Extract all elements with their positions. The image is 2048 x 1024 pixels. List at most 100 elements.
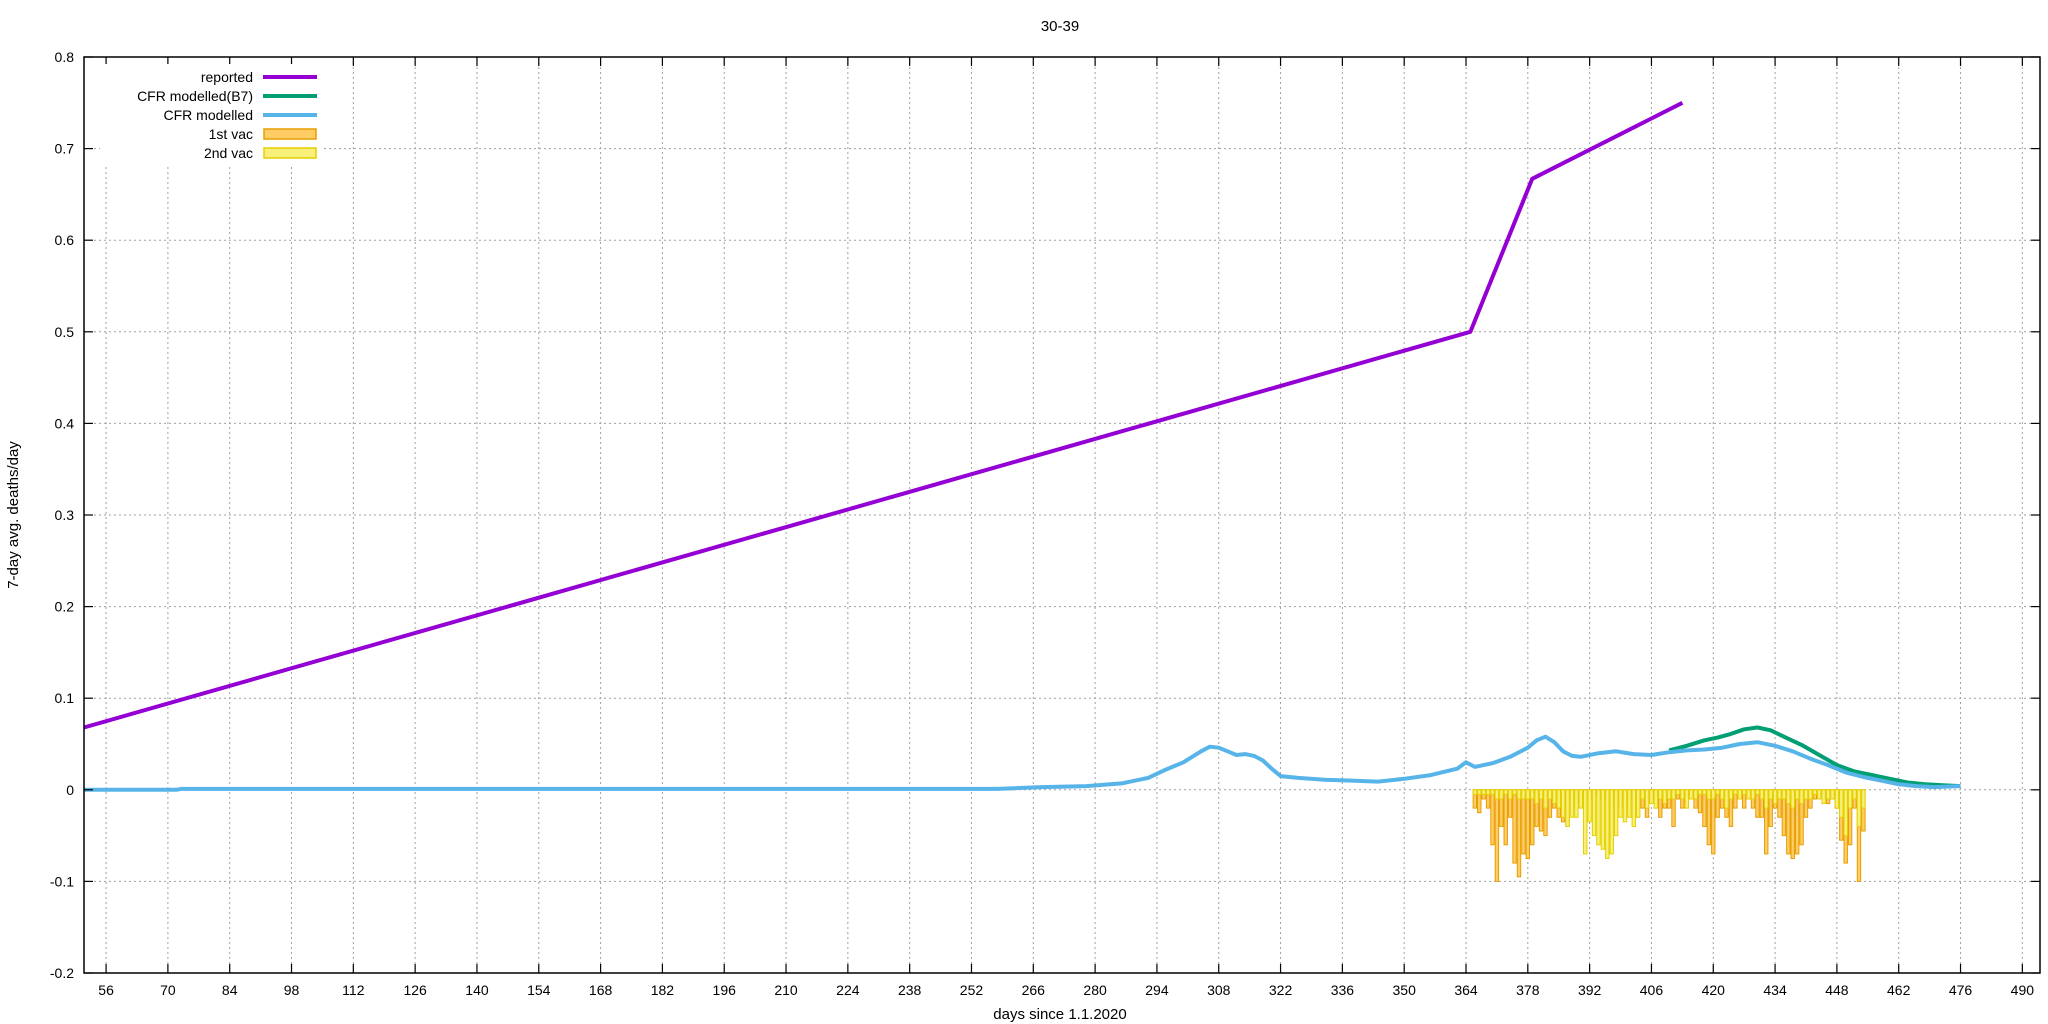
bar-2nd-vac	[1516, 789, 1522, 800]
y-tick-label: 0.5	[55, 324, 75, 340]
bar-2nd-vac	[1591, 789, 1597, 837]
bar-2nd-vac	[1741, 789, 1747, 795]
bar-2nd-vac	[1649, 789, 1654, 805]
bar-2nd-vac	[1613, 789, 1619, 837]
x-tick-label: 210	[774, 982, 798, 998]
x-tick-label: 126	[403, 982, 427, 998]
bar-1st-vac	[1702, 789, 1707, 827]
bar-2nd-vac	[1560, 789, 1566, 818]
bar-2nd-vac	[1697, 789, 1703, 795]
bar-2nd-vac	[1861, 789, 1866, 809]
vaccination-bars	[1472, 789, 1866, 882]
bar-2nd-vac	[1658, 789, 1663, 800]
bar-2nd-vac	[1605, 789, 1610, 859]
bar-2nd-vac	[1574, 789, 1579, 818]
bar-2nd-vac	[1530, 789, 1535, 800]
x-tick-label: 56	[98, 982, 114, 998]
bar-2nd-vac	[1635, 789, 1641, 818]
y-tick-label: -0.2	[50, 965, 74, 981]
bar-2nd-vac	[1733, 789, 1738, 795]
bar-2nd-vac	[1759, 789, 1765, 800]
bar-2nd-vac	[1631, 789, 1636, 827]
bar-2nd-vac	[1847, 789, 1853, 809]
bar-2nd-vac	[1746, 789, 1751, 800]
series-line-reported	[83, 101, 1684, 730]
x-tick-label: 336	[1331, 982, 1355, 998]
bar-2nd-vac	[1583, 789, 1588, 855]
legend-swatch-bar	[263, 147, 317, 159]
bar-2nd-vac	[1565, 789, 1570, 827]
bar-2nd-vac	[1684, 789, 1689, 809]
y-tick-label: 0	[66, 782, 74, 798]
chart-title: 30-39	[1041, 18, 1079, 35]
x-tick-label: 140	[465, 982, 489, 998]
x-tick-label: 280	[1083, 982, 1107, 998]
y-tick-label: 0.4	[55, 415, 75, 431]
bar-2nd-vac	[1578, 789, 1584, 809]
series-line-cfr-modelled-b7-	[1668, 725, 1961, 789]
x-tick-label: 406	[1640, 982, 1664, 998]
x-tick-label: 70	[160, 982, 176, 998]
legend-label: 2nd vac	[204, 145, 253, 161]
x-tick-label: 238	[898, 982, 922, 998]
x-tick-label: 98	[284, 982, 300, 998]
bar-2nd-vac	[1472, 789, 1478, 795]
x-tick-label: 308	[1207, 982, 1231, 998]
bar-2nd-vac	[1839, 789, 1844, 818]
bar-2nd-vac	[1799, 789, 1804, 805]
bar-1st-vac	[1516, 789, 1522, 878]
y-tick-label: 0.7	[55, 141, 75, 157]
bar-2nd-vac	[1600, 789, 1606, 850]
y-tick-label: -0.1	[50, 873, 74, 889]
bar-2nd-vac	[1538, 789, 1544, 800]
bar-1st-vac	[1490, 789, 1495, 846]
bar-2nd-vac	[1825, 789, 1831, 800]
bar-2nd-vac	[1640, 789, 1645, 800]
y-tick-label: 0.1	[55, 690, 75, 706]
bar-2nd-vac	[1596, 789, 1601, 846]
x-tick-label: 322	[1269, 982, 1293, 998]
bar-2nd-vac	[1715, 789, 1720, 795]
bar-2nd-vac	[1609, 789, 1614, 855]
bar-2nd-vac	[1644, 789, 1650, 809]
x-tick-label: 84	[222, 982, 238, 998]
x-tick-label: 434	[1763, 982, 1787, 998]
bar-2nd-vac	[1812, 789, 1818, 795]
bar-2nd-vac	[1711, 789, 1716, 800]
x-tick-label: 350	[1393, 982, 1417, 998]
bar-2nd-vac	[1521, 789, 1526, 800]
series-lines	[83, 101, 1961, 792]
bar-2nd-vac	[1680, 789, 1685, 800]
series-line-cfr-modelled	[84, 734, 1961, 792]
bar-2nd-vac	[1719, 789, 1725, 800]
bar-2nd-vac	[1768, 789, 1773, 800]
x-tick-label: 448	[1825, 982, 1849, 998]
x-tick-label: 462	[1887, 982, 1911, 998]
bar-2nd-vac	[1834, 789, 1840, 809]
x-tick-label: 378	[1516, 982, 1540, 998]
bar-2nd-vac	[1675, 789, 1681, 795]
axis-ticks: 56 70 84 98 112 126 140 154 168 182 196 210 224 238 25…	[50, 49, 2040, 998]
bar-2nd-vac	[1794, 789, 1800, 800]
bar-2nd-vac	[1808, 789, 1813, 800]
x-tick-label: 154	[527, 982, 551, 998]
bar-2nd-vac	[1490, 789, 1495, 795]
bar-2nd-vac	[1750, 789, 1756, 800]
y-tick-label: 0.2	[55, 599, 75, 615]
x-axis-title: days since 1.1.2020	[993, 1006, 1126, 1023]
bar-2nd-vac	[1724, 789, 1729, 809]
bar-2nd-vac	[1481, 789, 1486, 795]
bar-2nd-vac	[1781, 789, 1787, 800]
bar-2nd-vac	[1503, 789, 1508, 795]
bar-2nd-vac	[1653, 789, 1659, 809]
legend-label: CFR modelled(B7)	[137, 88, 253, 104]
legend-label: 1st vac	[209, 126, 253, 142]
bar-1st-vac	[1494, 789, 1500, 882]
bar-2nd-vac	[1543, 789, 1548, 809]
bar-2nd-vac	[1817, 789, 1822, 800]
bar-2nd-vac	[1477, 789, 1482, 795]
x-tick-label: 490	[2011, 982, 2035, 998]
legend-swatch-bar	[263, 128, 317, 140]
